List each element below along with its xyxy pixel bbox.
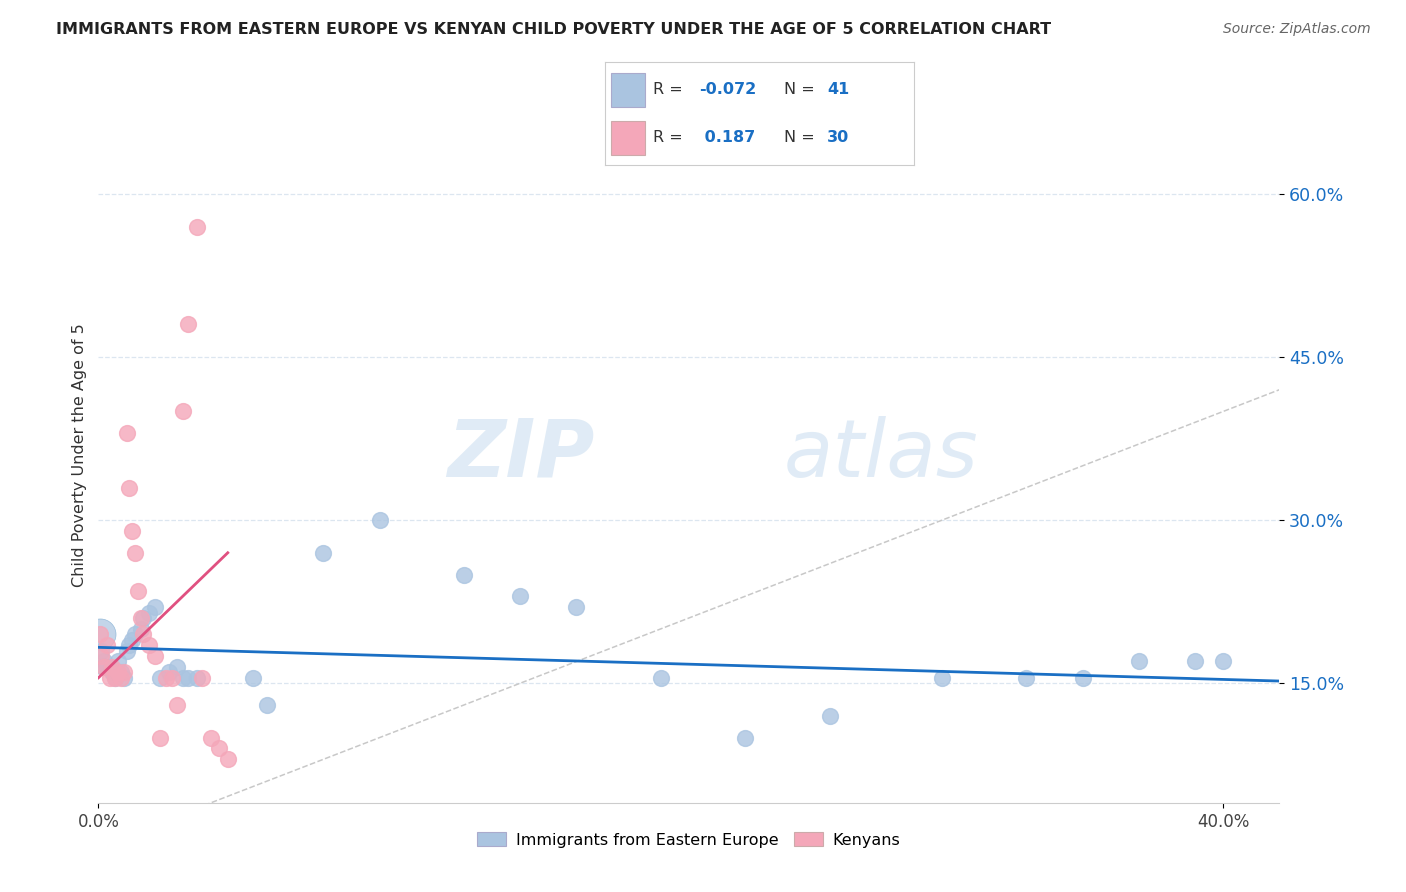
Point (127, 583, 149, 598)
Point (91, 660, 114, 674)
Point (1015, 671, 1038, 685)
Point (110, 671, 132, 685)
Point (149, 671, 172, 685)
Point (368, 513, 391, 527)
Point (96, 638, 118, 652)
Point (121, 524, 143, 538)
Point (118, 481, 141, 495)
Point (565, 600, 588, 615)
FancyBboxPatch shape (610, 121, 645, 155)
Y-axis label: Child Poverty Under the Age of 5: Child Poverty Under the Age of 5 (72, 323, 87, 587)
Point (186, 671, 208, 685)
Point (453, 567, 475, 582)
Point (208, 741, 231, 756)
Point (1128, 655, 1150, 669)
Point (186, 219, 208, 234)
Point (107, 665, 129, 680)
Point (129, 622, 152, 636)
Text: Source: ZipAtlas.com: Source: ZipAtlas.com (1223, 22, 1371, 37)
Text: 0.187: 0.187 (699, 130, 755, 145)
Point (191, 671, 214, 685)
Point (118, 638, 141, 652)
Point (104, 671, 127, 685)
Point (509, 589, 531, 603)
Point (93, 660, 115, 674)
Text: N =: N = (785, 130, 820, 145)
Legend: Immigrants from Eastern Europe, Kenyans: Immigrants from Eastern Europe, Kenyans (471, 826, 907, 854)
Point (734, 731, 756, 745)
Point (143, 600, 166, 615)
Point (200, 731, 222, 745)
Point (217, 752, 239, 766)
Point (166, 660, 188, 674)
Text: IMMIGRANTS FROM EASTERN EUROPE VS KENYAN CHILD POVERTY UNDER THE AGE OF 5 CORREL: IMMIGRANTS FROM EASTERN EUROPE VS KENYAN… (56, 22, 1052, 37)
Point (112, 671, 135, 685)
Point (129, 611, 152, 625)
Point (107, 655, 129, 669)
Point (90, 643, 112, 657)
Point (124, 546, 146, 560)
Point (104, 671, 127, 685)
Point (177, 318, 200, 332)
Text: R =: R = (652, 130, 688, 145)
Point (121, 632, 143, 647)
Point (160, 671, 183, 685)
Text: R =: R = (652, 82, 688, 97)
Point (177, 671, 200, 685)
Point (96, 660, 118, 674)
Point (818, 708, 841, 723)
Point (98, 671, 121, 685)
Point (1212, 655, 1234, 669)
Point (242, 671, 264, 685)
Text: atlas: atlas (783, 416, 979, 494)
Point (132, 627, 155, 641)
Point (650, 671, 672, 685)
Point (89, 627, 111, 641)
Point (98, 660, 121, 674)
Text: ZIP: ZIP (447, 416, 595, 494)
Point (149, 731, 172, 745)
Point (1071, 671, 1094, 685)
Point (312, 546, 335, 560)
Point (143, 648, 166, 663)
Point (115, 643, 138, 657)
Point (157, 665, 180, 680)
Text: -0.072: -0.072 (699, 82, 756, 97)
Text: 30: 30 (827, 130, 849, 145)
Point (124, 627, 146, 641)
Point (155, 671, 177, 685)
Point (138, 606, 160, 620)
Point (112, 665, 135, 680)
Point (101, 660, 124, 674)
Point (166, 698, 188, 712)
Point (110, 665, 132, 680)
Point (931, 671, 953, 685)
Point (89, 627, 111, 641)
Point (138, 638, 160, 652)
Point (93, 655, 115, 669)
FancyBboxPatch shape (610, 73, 645, 106)
Point (101, 665, 124, 680)
Point (172, 404, 194, 418)
Point (172, 671, 194, 685)
Point (132, 611, 155, 625)
Point (90, 648, 112, 663)
Text: N =: N = (785, 82, 820, 97)
Point (1184, 655, 1206, 669)
Text: 41: 41 (827, 82, 849, 97)
Point (115, 426, 138, 441)
Point (256, 698, 278, 712)
